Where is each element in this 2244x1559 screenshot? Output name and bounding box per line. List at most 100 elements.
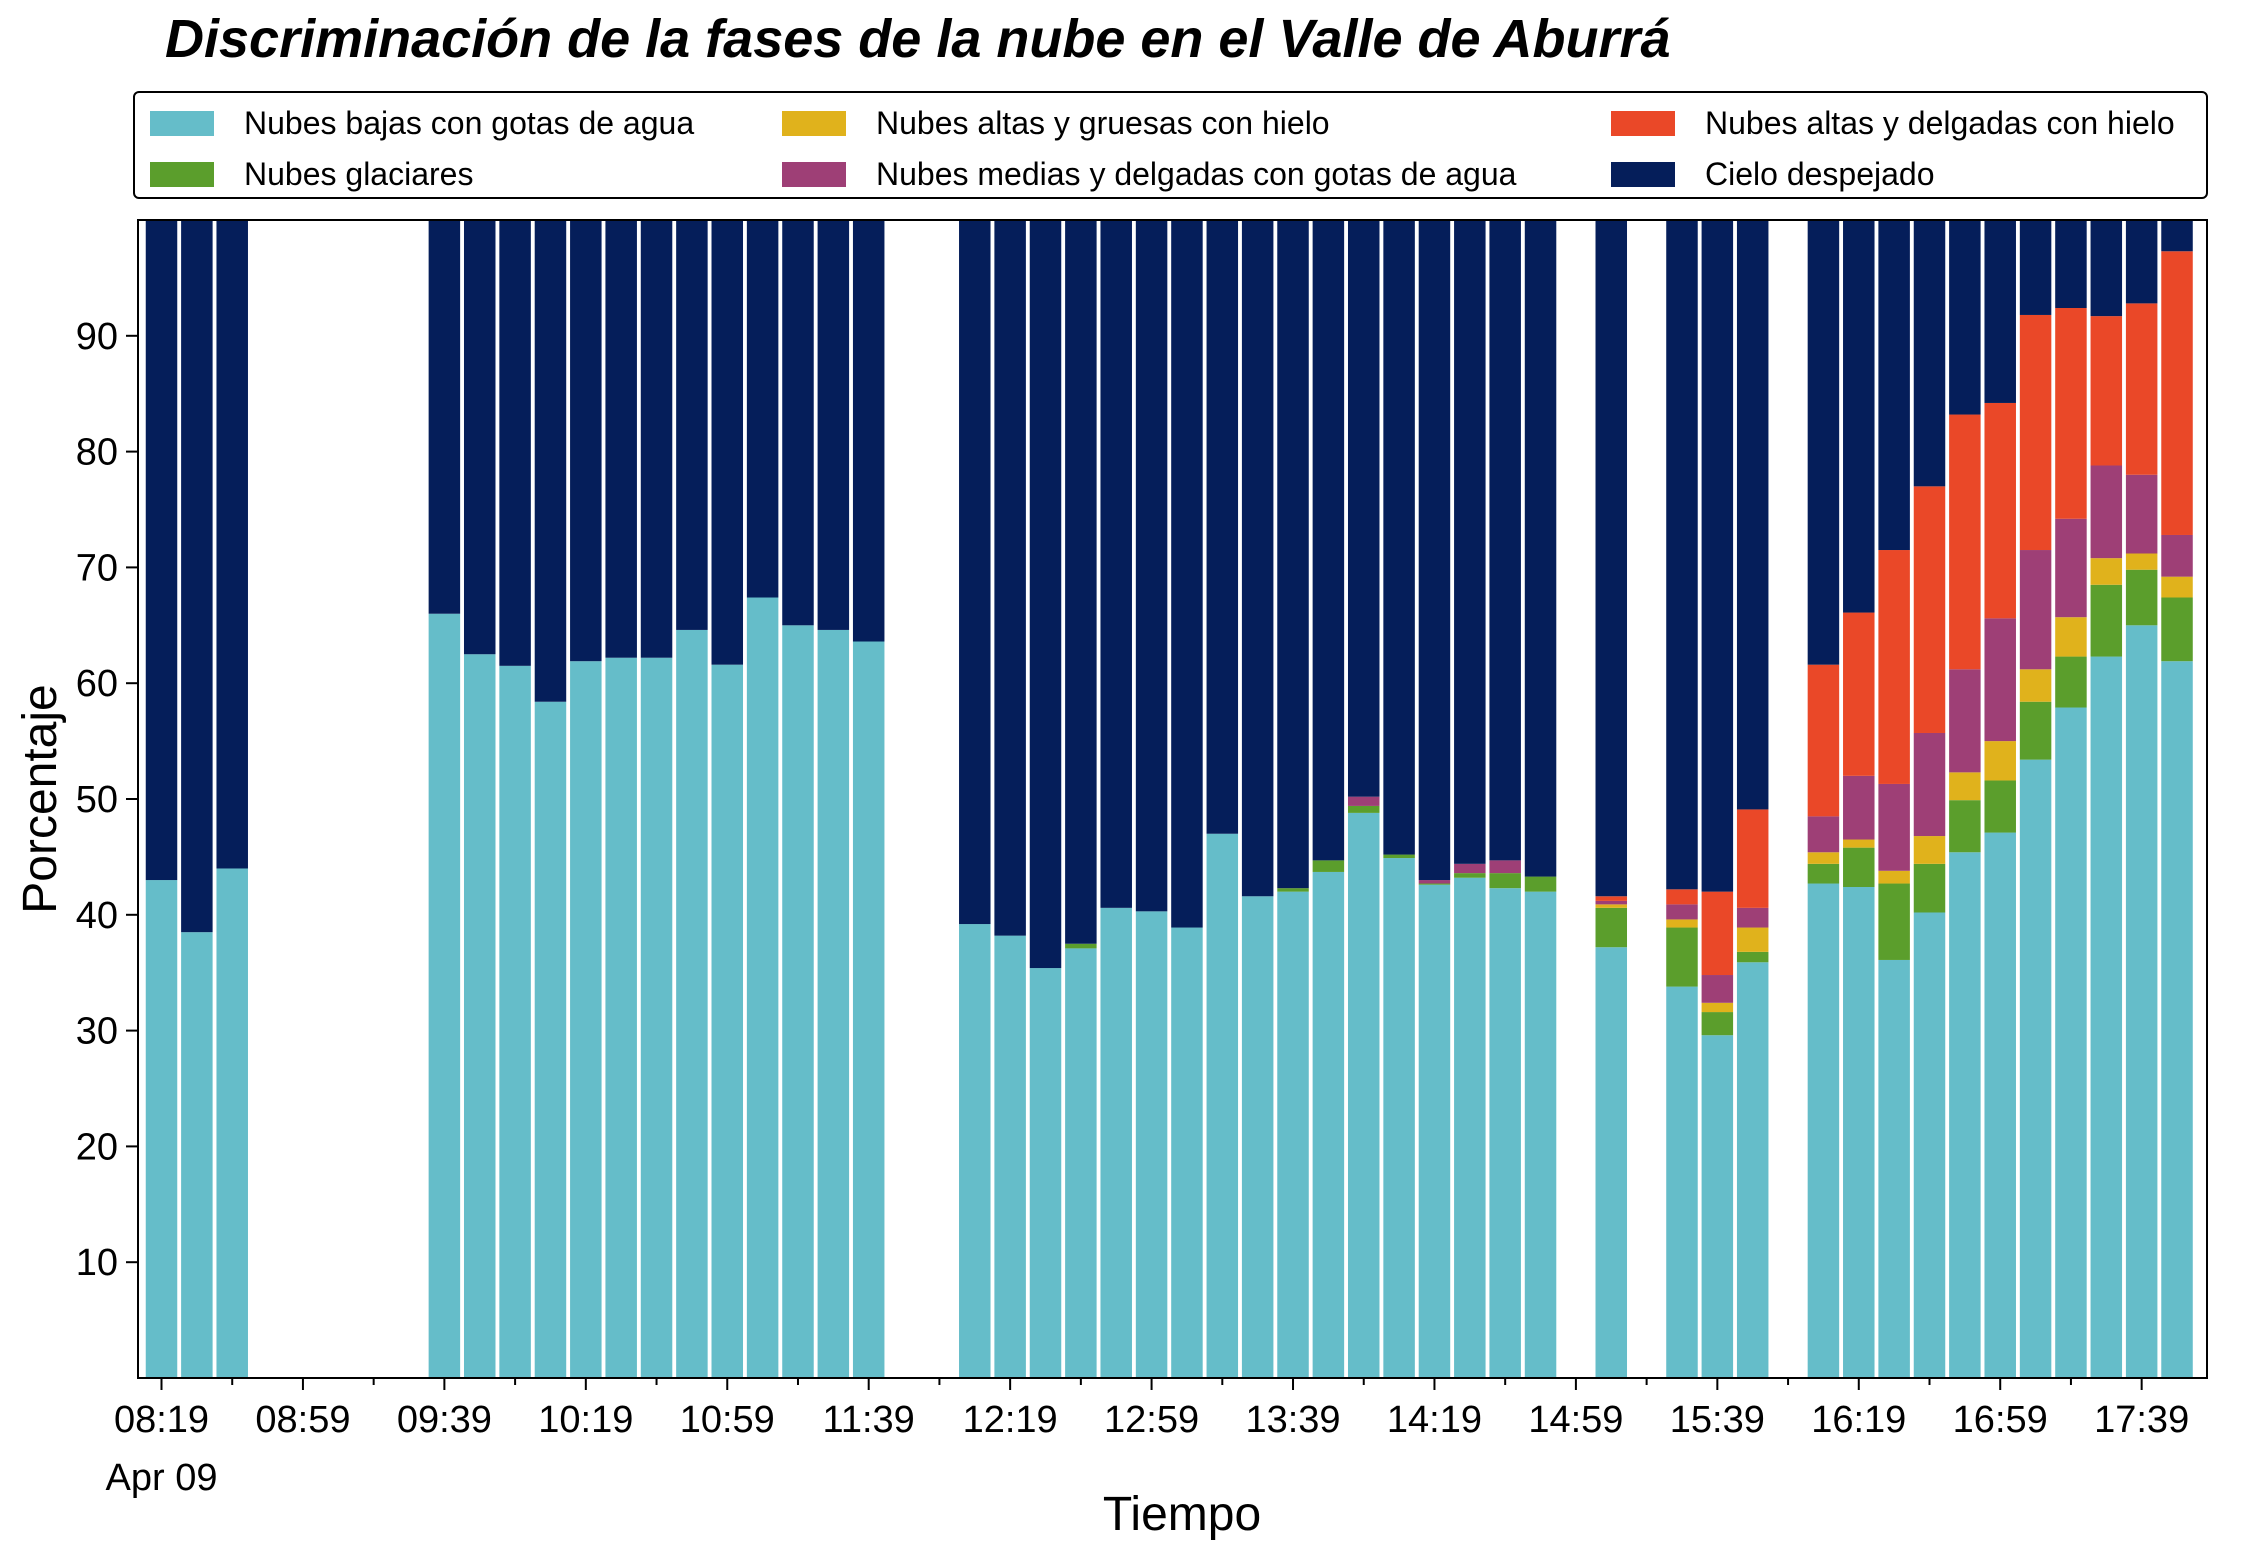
- bar-segment-s0-t39: [1524, 891, 1557, 1378]
- legend-swatch: [150, 161, 214, 187]
- bar-segment-s0-t17: [746, 597, 779, 1378]
- bar-segment-s0-t18: [782, 625, 814, 1378]
- bar-segment-s0-t44: [1701, 1035, 1734, 1378]
- bar-segment-s1-t47: [1807, 863, 1840, 884]
- bar-segment-s0-t15: [676, 629, 708, 1378]
- chart-title: Discriminación de la fases de la nube en…: [165, 9, 1671, 69]
- bar-segment-s3-t38: [1489, 860, 1521, 874]
- bar-segment-s0-t33: [1312, 871, 1345, 1378]
- y-tick-label: 40: [76, 895, 118, 937]
- bar-segment-s0-t32: [1277, 891, 1309, 1378]
- x-tick-label: 09:39: [397, 1399, 492, 1441]
- bar-segment-s4-t48: [1843, 612, 1875, 776]
- bar-segment-s0-t14: [640, 657, 673, 1378]
- bar-segment-s4-t53: [2019, 314, 2052, 551]
- bar-segment-s1-t35: [1383, 854, 1415, 859]
- bar-segment-s2-t47: [1807, 852, 1840, 864]
- bar-segment-s1-t32: [1277, 888, 1309, 892]
- legend-swatch: [150, 110, 214, 136]
- y-tick-label: 90: [76, 316, 118, 358]
- bar-segment-s1-t43: [1666, 927, 1698, 987]
- bar-segment-s5-t9: [463, 220, 496, 655]
- y-axis-label: Porcentaje: [14, 684, 67, 913]
- bar-segment-s5-t54: [2055, 220, 2087, 309]
- bar-segment-s5-t33: [1312, 220, 1345, 861]
- bar-segment-s2-t41: [1595, 904, 1628, 908]
- legend-item-nubes-medias: Nubes medias y delgadas con gotas de agu…: [782, 154, 1516, 194]
- bar-segment-s1-t50: [1913, 863, 1946, 913]
- bar-segment-s5-t31: [1241, 220, 1274, 897]
- legend-label: Cielo despejado: [1705, 155, 1935, 192]
- bar-segment-s0-t38: [1489, 888, 1521, 1378]
- bar-segment-s0-t29: [1171, 927, 1203, 1378]
- bar-segment-s2-t55: [2090, 558, 2123, 585]
- bar-segment-s1-t53: [2019, 701, 2052, 760]
- bar-segment-s5-t52: [1984, 220, 2016, 403]
- bar-segment-s5-t11: [534, 220, 567, 702]
- bar-segment-s5-t28: [1135, 220, 1168, 912]
- legend-label: Nubes medias y delgadas con gotas de agu…: [876, 155, 1517, 192]
- bar-segment-s5-t13: [605, 220, 637, 658]
- bar-segment-s0-t19: [817, 629, 850, 1378]
- bar-segment-s5-t10: [499, 220, 531, 666]
- bar-segment-s5-t2: [216, 220, 248, 869]
- bar-segment-s1-t45: [1736, 951, 1769, 963]
- bar-segment-s5-t20: [852, 220, 885, 642]
- x-tick-label: 16:19: [1811, 1399, 1906, 1441]
- bar-segment-s0-t45: [1736, 962, 1769, 1378]
- bar-segment-s4-t47: [1807, 664, 1840, 817]
- bar-segment-s4-t52: [1984, 402, 2016, 619]
- bar-segment-s5-t0: [145, 220, 178, 881]
- x-tick-label: 12:19: [963, 1399, 1058, 1441]
- bar-segment-s0-t16: [711, 664, 744, 1378]
- bar-segment-s0-t49: [1878, 959, 1910, 1378]
- bar-segment-s0-t48: [1843, 887, 1875, 1378]
- bar-segment-s1-t56: [2125, 569, 2158, 626]
- bar-segment-s0-t0: [145, 880, 178, 1378]
- bar-segment-s2-t50: [1913, 836, 1946, 864]
- bar-segment-s1-t37: [1454, 873, 1486, 878]
- bar-segment-s1-t38: [1489, 873, 1521, 889]
- bar-segment-s2-t43: [1666, 919, 1698, 928]
- bar-segment-s5-t8: [428, 220, 461, 614]
- bar-segment-s4-t55: [2090, 316, 2123, 466]
- bar-segment-s0-t2: [216, 868, 248, 1378]
- bar-segment-s3-t57: [2161, 534, 2193, 577]
- bar-segment-s0-t50: [1913, 912, 1946, 1378]
- x-date-label: Apr 09: [106, 1457, 218, 1499]
- bar-segment-s0-t43: [1666, 986, 1698, 1378]
- bar-segment-s5-t23: [959, 220, 991, 925]
- bar-segment-s2-t48: [1843, 839, 1875, 848]
- x-tick-label: 11:39: [823, 1399, 915, 1441]
- bar-segment-s5-t36: [1418, 220, 1451, 881]
- bar-segment-s4-t56: [2125, 303, 2158, 475]
- bar-segment-s1-t51: [1949, 800, 1981, 853]
- bar-segment-s3-t53: [2019, 550, 2052, 670]
- bar-segment-s0-t28: [1135, 911, 1168, 1378]
- bar-segment-s3-t34: [1347, 796, 1380, 806]
- bar-segment-s5-t16: [711, 220, 744, 665]
- legend-item-nubes-glaciares: Nubes glaciares: [150, 154, 473, 194]
- bar-segment-s5-t37: [1454, 220, 1486, 864]
- x-tick-label: 14:59: [1528, 1399, 1623, 1441]
- legend-label: Nubes altas y delgadas con hielo: [1705, 104, 2175, 141]
- bar-segment-s0-t9: [463, 654, 496, 1378]
- bar-segment-s3-t49: [1878, 783, 1910, 871]
- bar-segment-s3-t48: [1843, 775, 1875, 840]
- bar-segment-s0-t34: [1347, 812, 1380, 1378]
- bar-segment-s1-t33: [1312, 860, 1345, 872]
- bar-segment-s0-t35: [1383, 858, 1415, 1378]
- bar-segment-s1-t34: [1347, 805, 1380, 813]
- plot-frame: [137, 219, 2208, 1379]
- x-axis: 08:19 08:59 09:39 10:19 10:59 11:39 12:19 12:59…: [106, 1378, 2189, 1499]
- bar-segment-s0-t30: [1206, 833, 1239, 1378]
- bar-segment-s0-t13: [605, 657, 637, 1378]
- bar-segment-s5-t39: [1524, 220, 1557, 877]
- bar-segment-s5-t41: [1595, 220, 1628, 897]
- bars-layer: [145, 220, 2193, 1378]
- legend-item-nubes-altas-gruesas: Nubes altas y gruesas con hielo: [782, 103, 1330, 143]
- bar-segment-s1-t57: [2161, 597, 2193, 662]
- bar-segment-s5-t51: [1949, 220, 1981, 415]
- bar-segment-s5-t12: [570, 220, 602, 662]
- x-tick-label: 15:39: [1670, 1399, 1765, 1441]
